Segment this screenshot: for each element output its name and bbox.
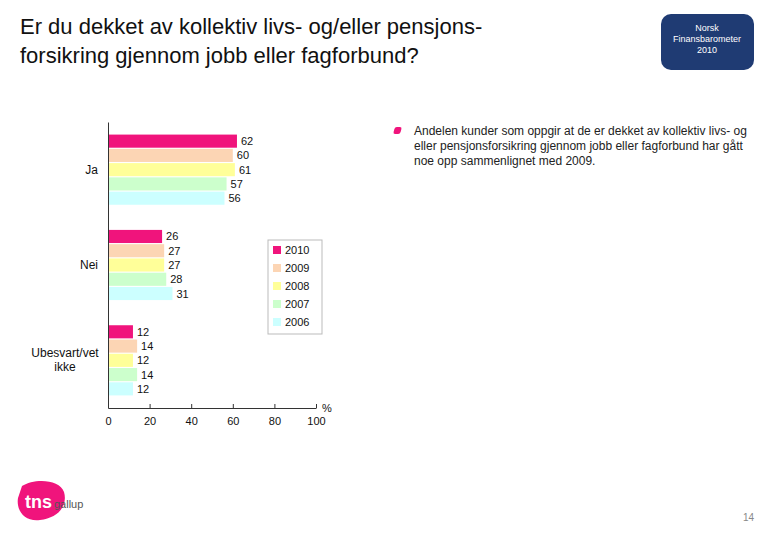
data-label: 57 [231,178,243,190]
legend-box [268,240,322,334]
data-label: 62 [241,135,253,147]
data-labels: 62 26 12 60 27 14 61 27 12 57 28 14 56 31 12 [137,135,253,395]
legend-label: 2008 [285,280,309,292]
bar [108,273,166,286]
bar [108,354,133,367]
legend-swatch [273,318,281,326]
y-tick: Nei [80,258,108,272]
legend-label: 2009 [285,262,309,274]
x-tick-label: 60 [227,415,239,427]
bar [108,192,224,205]
data-label: 27 [168,245,180,257]
data-label: 14 [141,369,153,381]
annotation: Andelen kunder som oppgir at de er dekke… [414,124,754,169]
bar [108,177,227,190]
category-label-line: Ubesvart/vet [31,346,99,360]
data-label: 61 [239,164,251,176]
x-tick: 60 [227,404,239,427]
x-tick-mark [233,404,234,408]
x-tick-mark [274,404,275,408]
badge: NorskFinansbarometer2010 [661,14,754,70]
x-tick: 80 [269,404,281,427]
category-label: Nei [80,258,98,272]
bar [108,368,137,381]
badge-box [661,14,754,70]
y-tick: Ja [85,163,108,177]
x-tick-mark [191,404,192,408]
data-label: 60 [237,149,249,161]
x-tick-mark [316,404,317,408]
data-label: 31 [176,288,188,300]
bar [108,382,133,395]
x-axis: 0 20 40 60 80 100 [105,404,325,427]
x-tick-label: 20 [144,415,156,427]
badge-line: Finansbarometer [673,34,741,44]
bar [108,325,133,338]
category-label: Ja [85,163,98,177]
x-tick-label: 40 [186,415,198,427]
y-axis: Ja Nei Ubesvart/vetikke [31,123,108,409]
logo-text: tnsgallup [25,492,83,512]
legend: 2010 2009 2008 2007 2006 [268,240,322,334]
legend-label: 2007 [285,298,309,310]
data-label: 12 [137,383,149,395]
bar [108,258,164,271]
category-label: Ubesvart/vetikke [31,346,99,374]
badge-line: Norsk [695,23,719,33]
bar [108,244,164,257]
bar [108,287,172,300]
data-label: 27 [168,259,180,271]
bar [108,149,233,162]
data-label: 12 [137,326,149,338]
legend-swatch [273,264,281,272]
y-axis-line [108,123,109,409]
x-tick: 40 [186,404,198,427]
title: Er du dekket av kollektiv livs- og/eller… [20,14,482,68]
logo: tnsgallup [18,481,84,520]
title-line: Er du dekket av kollektiv livs- og/eller… [20,14,482,39]
badge-line: 2010 [697,45,717,55]
x-tick-mark [150,404,151,408]
category-label-line: ikke [54,360,76,374]
badge-text: NorskFinansbarometer2010 [673,23,741,55]
bullet [393,127,402,134]
legend-label: 2010 [285,244,309,256]
x-axis-label: % [322,402,332,414]
annotation-text: Andelen kunder som oppgir at de er dekke… [414,124,747,168]
data-label: 56 [228,192,240,204]
logo-sub: gallup [54,498,83,510]
legend-swatch [273,282,281,290]
title-line: forsikring gjennom jobb eller fagforbund… [20,43,419,68]
bar [108,135,237,148]
page-number: 14 [743,512,755,523]
bars [108,135,237,396]
legend-swatch [273,300,281,308]
bar [108,163,235,176]
chart: Er du dekket av kollektiv livs- og/eller… [0,0,780,540]
logo-main: tns [25,492,52,512]
x-axis-line [109,408,317,409]
data-label: 12 [137,354,149,366]
x-tick: 20 [144,404,156,427]
data-label: 28 [170,273,182,285]
bar [108,340,137,353]
data-label: 26 [166,230,178,242]
legend-label: 2006 [285,316,309,328]
x-tick-label: 100 [307,415,325,427]
bar [108,230,162,243]
legend-swatch [273,246,281,254]
data-label: 14 [141,340,153,352]
x-tick-label: 0 [105,415,111,427]
annotation-block: Andelen kunder som oppgir at de er dekke… [414,124,754,169]
x-tick-label: 80 [269,415,281,427]
y-tick: Ubesvart/vetikke [31,346,108,374]
